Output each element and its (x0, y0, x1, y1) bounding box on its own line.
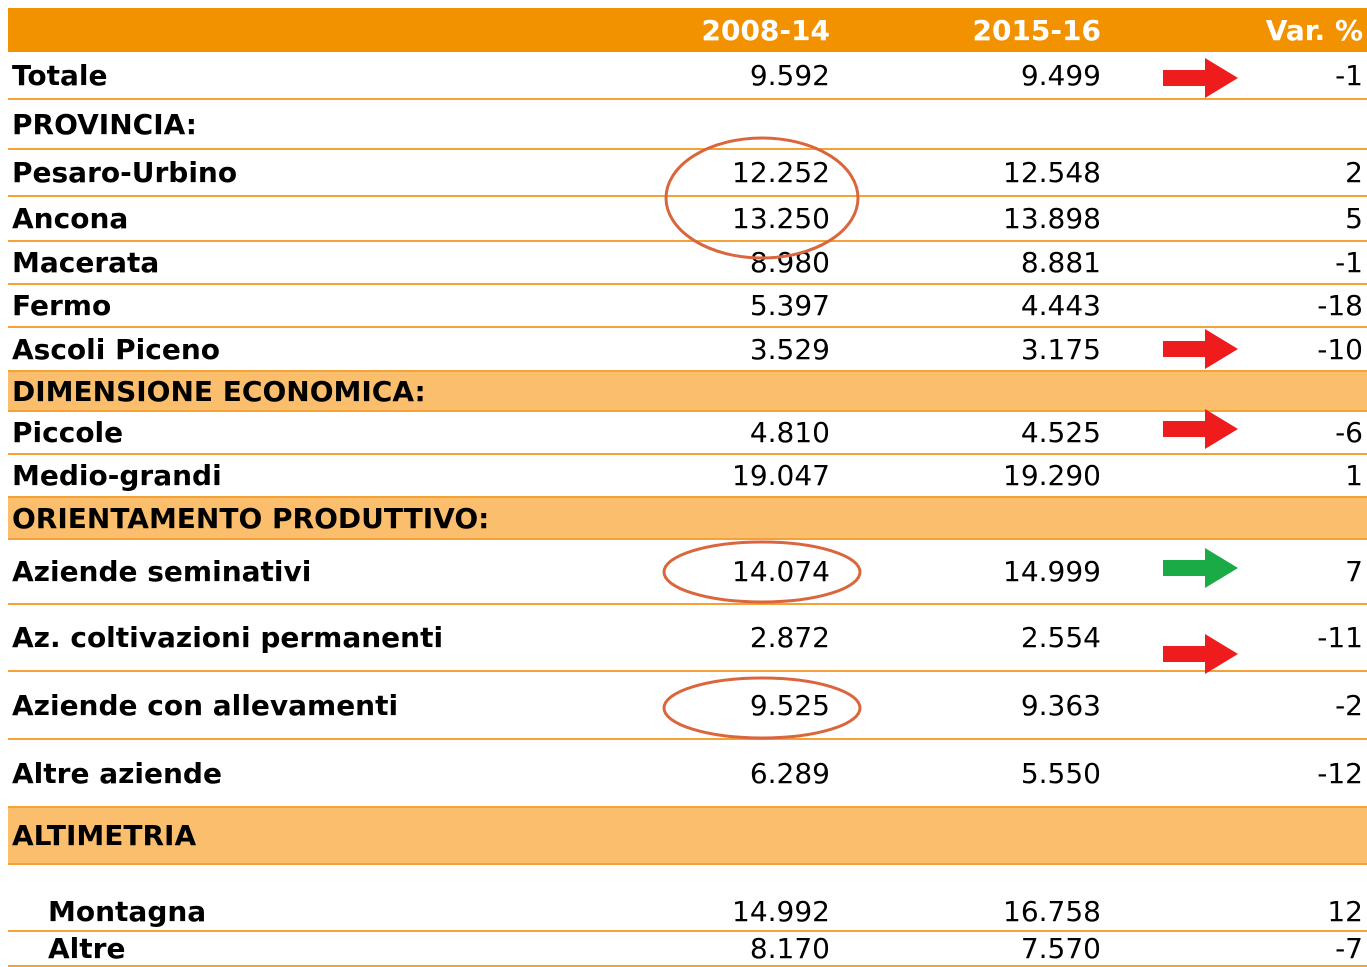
cell-value: 2.554 (1020, 621, 1101, 654)
cell-label: Totale (12, 58, 108, 92)
cell-label: PROVINCIA: (12, 107, 198, 141)
cell-value: 19.290 (1003, 459, 1101, 492)
cell-value: 8.881 (1020, 246, 1101, 279)
cell-value: 19.047 (732, 459, 830, 492)
cell-value: 8.980 (749, 246, 830, 279)
cell-label: Ancona (12, 202, 129, 235)
cell-value: 7 (1345, 555, 1363, 588)
data-row: Ascoli Piceno 3.529 3.175 -10 (8, 328, 1367, 372)
cell-value: 14.992 (732, 895, 830, 928)
cell-value: -18 (1317, 289, 1363, 322)
data-row: Totale 9.592 9.499 -1 (8, 52, 1367, 100)
data-row: Az. coltivazioni permanenti 2.872 2.554 -11 (8, 605, 1367, 672)
cell-value: 9.363 (1020, 688, 1101, 722)
cell-value: 12 (1327, 895, 1363, 928)
data-row: Pesaro-Urbino 12.252 12.548 2 (8, 150, 1367, 197)
cell-label: Az. coltivazioni permanenti (12, 621, 444, 654)
cell-value: 14.074 (732, 555, 830, 588)
highlight-ellipse (662, 676, 862, 740)
cell-value: 9.525 (749, 688, 830, 722)
cell-label: ORIENTAMENTO PRODUTTIVO: (12, 501, 490, 535)
cell-value: 2008-14 (701, 13, 830, 47)
cell-label: Altre (48, 932, 126, 965)
cell-value: 9.499 (1020, 58, 1101, 92)
cell-label: Ascoli Piceno (12, 332, 220, 366)
data-row: Ancona 13.250 13.898 5 (8, 197, 1367, 242)
highlight-ellipse (664, 136, 860, 260)
cell-label: Montagna (48, 895, 207, 928)
cell-value: -12 (1317, 756, 1363, 790)
data-row: Aziende con allevamenti 9.525 9.363 -2 (8, 672, 1367, 740)
cell-value: 12.548 (1003, 156, 1101, 189)
cell-value: -10 (1317, 332, 1363, 366)
cell-value: 3.529 (749, 332, 830, 366)
data-row: Altre 8.170 7.570 -7 (8, 932, 1367, 967)
data-row: Medio-grandi 19.047 19.290 1 (8, 455, 1367, 498)
cell-value: 2 (1345, 156, 1363, 189)
section-row: PROVINCIA: (8, 100, 1367, 150)
cell-label: ALTIMETRIA (12, 819, 197, 852)
cell-label: Medio-grandi (12, 459, 222, 492)
cell-value: 4.443 (1020, 289, 1101, 322)
cell-label: Pesaro-Urbino (12, 156, 238, 189)
cell-value: 4.525 (1020, 416, 1101, 449)
cell-label: Aziende con allevamenti (12, 688, 399, 722)
section-row: DIMENSIONE ECONOMICA: (8, 372, 1367, 412)
cell-value: 5.550 (1020, 756, 1101, 790)
cell-value: 13.250 (732, 202, 830, 235)
cell-value: -7 (1335, 932, 1363, 965)
green-arrow (1163, 548, 1238, 588)
cell-value: Var. % (1265, 13, 1363, 47)
cell-value: 5.397 (749, 289, 830, 322)
data-row: Aziende seminativi 14.074 14.999 7 (8, 540, 1367, 605)
cell-label: Altre aziende (12, 756, 222, 790)
header-row: 2008-14 2015-16 Var. % (8, 8, 1367, 52)
arrow (1163, 409, 1238, 449)
data-row: Montagna 14.992 16.758 12 (8, 865, 1367, 932)
cell-value: 2015-16 (972, 13, 1101, 47)
data-row: Macerata 8.980 8.881 -1 (8, 242, 1367, 285)
cell-value: 7.570 (1020, 932, 1101, 965)
section-row: ORIENTAMENTO PRODUTTIVO: (8, 498, 1367, 540)
cell-value: 4.810 (749, 416, 830, 449)
cell-label: Aziende seminativi (12, 555, 312, 588)
data-row: Fermo 5.397 4.443 -18 (8, 285, 1367, 328)
arrow (1163, 634, 1238, 674)
cell-value: 1 (1345, 459, 1363, 492)
cell-value: -1 (1335, 246, 1363, 279)
cell-value: 6.289 (749, 756, 830, 790)
data-row: Altre aziende 6.289 5.550 -12 (8, 740, 1367, 808)
cell-label: Macerata (12, 246, 160, 279)
cell-label: Piccole (12, 416, 124, 449)
cell-value: 12.252 (732, 156, 830, 189)
highlights (662, 136, 862, 740)
cell-label: Fermo (12, 289, 112, 322)
cell-value: 5 (1345, 202, 1363, 235)
highlight-ellipse (662, 540, 862, 604)
cell-value: 16.758 (1003, 895, 1101, 928)
cell-value: 14.999 (1003, 555, 1101, 588)
cell-value: 9.592 (749, 58, 830, 92)
red-arrows (1163, 58, 1238, 674)
section-row: ALTIMETRIA (8, 808, 1367, 865)
cell-value: -1 (1335, 58, 1363, 92)
cell-value: 2.872 (749, 621, 830, 654)
cell-value: -2 (1335, 688, 1363, 722)
cell-value: 3.175 (1020, 332, 1101, 366)
arrow (1163, 329, 1238, 369)
cell-value: -6 (1335, 416, 1363, 449)
cell-value: 8.170 (749, 932, 830, 965)
cell-label: DIMENSIONE ECONOMICA: (12, 374, 426, 408)
cell-value: 13.898 (1003, 202, 1101, 235)
arrow (1163, 58, 1238, 98)
cell-value: -11 (1317, 621, 1363, 654)
data-row: Piccole 4.810 4.525 -6 (8, 412, 1367, 455)
